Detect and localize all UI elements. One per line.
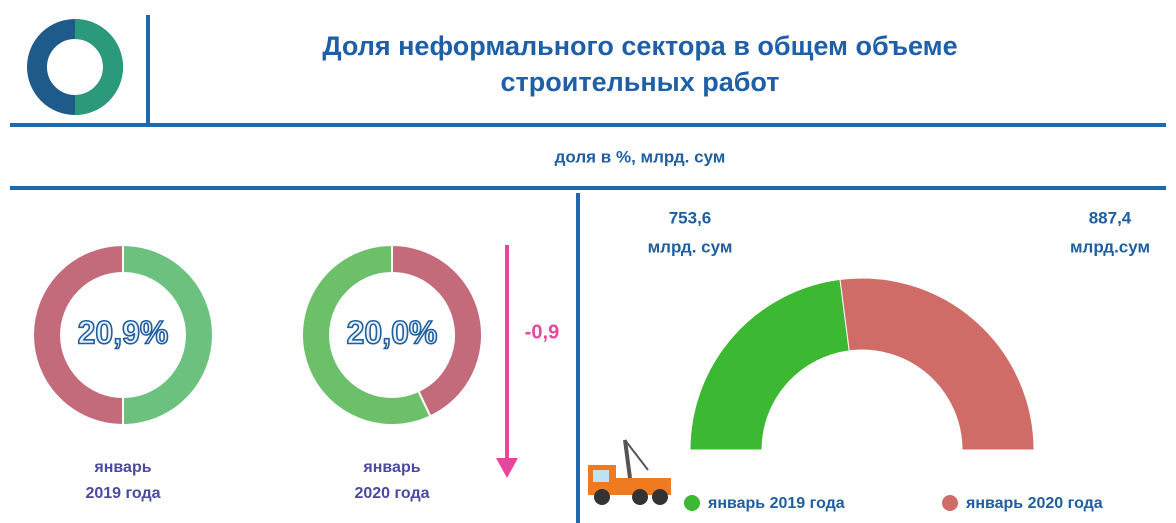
- change-label: -0,9: [525, 321, 559, 343]
- caption-box: январь 2019 года: [53, 455, 193, 515]
- unit-label: млрд.сум: [1070, 237, 1150, 256]
- value-label: 753,6: [669, 208, 712, 227]
- crane-icon: [588, 440, 671, 505]
- logo-segment: [75, 29, 113, 105]
- infographic: Доля неформального сектора в общем объем…: [0, 0, 1176, 523]
- title: Доля неформального сектора в общем объем…: [270, 28, 1010, 100]
- title-box: Доля неформального сектора в общем объем…: [270, 28, 1010, 108]
- half-donut-segment: [840, 278, 1034, 450]
- legend-label: январь 2019 года: [707, 495, 845, 512]
- legend-marker: [942, 495, 958, 511]
- half-donut-segment: [690, 279, 849, 450]
- subtitle: доля в %, млрд. сум: [555, 147, 726, 166]
- value-label: 887,4: [1089, 208, 1132, 227]
- legend-marker: [684, 495, 700, 511]
- divider: [146, 15, 150, 123]
- divider: [10, 123, 1166, 127]
- divider: [10, 186, 1166, 190]
- divider: [576, 193, 580, 523]
- caption-box: январь 2020 года: [322, 455, 462, 515]
- unit-label: млрд. сум: [648, 237, 733, 256]
- arrow-head: [496, 458, 518, 478]
- donut-caption: январь 2020 года: [345, 455, 440, 507]
- legend-label: январь 2020 года: [965, 495, 1103, 512]
- donut-center-label: 20,9%: [78, 314, 169, 350]
- donut-center-label: 20,0%: [347, 314, 438, 350]
- donut-caption: январь 2019 года: [76, 455, 171, 507]
